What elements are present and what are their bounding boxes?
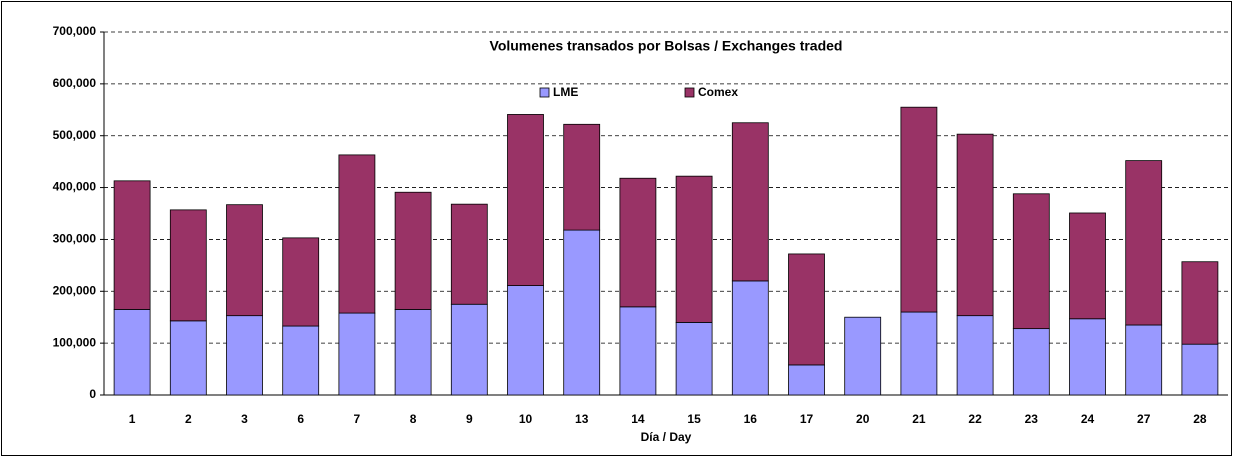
bar <box>226 204 263 317</box>
bar <box>169 209 207 322</box>
x-tick-label: 15 <box>687 412 701 426</box>
x-tick-label: 22 <box>968 412 982 426</box>
bar <box>282 325 320 396</box>
bar <box>1181 261 1219 345</box>
bar <box>731 122 769 282</box>
y-tick-label: 200,000 <box>53 283 97 297</box>
x-axis-label: Día / Day <box>641 430 692 444</box>
x-tick-label: 20 <box>856 412 870 426</box>
x-tick-label: 2 <box>185 412 192 426</box>
x-tick-label: 27 <box>1137 412 1151 426</box>
bar <box>731 280 769 396</box>
bar <box>788 253 825 366</box>
y-tick-label: 100,000 <box>53 335 97 349</box>
x-tick-label: 13 <box>575 412 589 426</box>
bar <box>394 191 432 310</box>
legend-label: LME <box>553 85 578 99</box>
bar <box>507 285 544 396</box>
x-tick-label: 16 <box>744 412 758 426</box>
x-tick-label: 1 <box>129 412 136 426</box>
x-tick-label: 28 <box>1193 412 1207 426</box>
bar <box>1012 193 1050 330</box>
y-tick-label: 500,000 <box>53 128 97 142</box>
bar <box>619 306 657 396</box>
x-tick-label: 10 <box>519 412 533 426</box>
bar <box>507 114 544 286</box>
bar <box>113 309 151 396</box>
bar <box>450 203 488 305</box>
bar <box>956 315 994 396</box>
x-tick-label: 23 <box>1025 412 1039 426</box>
bar <box>450 303 488 396</box>
bar <box>1012 328 1050 396</box>
x-tick-label: 8 <box>410 412 417 426</box>
x-tick-label: 17 <box>800 412 814 426</box>
y-tick-label: 0 <box>89 387 96 401</box>
x-tick-label: 7 <box>354 412 361 426</box>
bar <box>900 311 938 396</box>
x-tick-label: 9 <box>466 412 473 426</box>
bar <box>113 180 151 310</box>
bar <box>900 106 938 313</box>
bar <box>394 309 432 396</box>
bar <box>788 364 825 396</box>
x-tick-label: 21 <box>912 412 926 426</box>
x-tick-label: 3 <box>241 412 248 426</box>
bar <box>675 175 713 323</box>
legend-swatch <box>539 87 550 98</box>
x-tick-label: 14 <box>631 412 645 426</box>
bar <box>338 312 376 396</box>
bar <box>1181 343 1219 396</box>
y-tick-label: 600,000 <box>53 76 97 90</box>
x-tick-label: 6 <box>297 412 304 426</box>
bar <box>226 315 263 396</box>
bar <box>1069 212 1106 320</box>
y-tick-label: 400,000 <box>53 180 97 194</box>
bar <box>1125 324 1163 396</box>
bar <box>169 320 207 396</box>
bar <box>1125 160 1163 326</box>
legend-label: Comex <box>698 85 738 99</box>
bar <box>1069 318 1106 396</box>
bar <box>675 321 713 396</box>
legend-swatch <box>684 87 695 98</box>
bar <box>338 154 376 314</box>
bar <box>563 229 601 396</box>
x-tick-label: 24 <box>1081 412 1095 426</box>
y-tick-label: 300,000 <box>53 232 97 246</box>
y-tick-label: 700,000 <box>53 24 97 38</box>
bar <box>282 237 320 327</box>
bar <box>563 123 601 231</box>
chart-title: Volumenes transados por Bolsas / Exchang… <box>490 38 843 54</box>
bar <box>844 316 882 396</box>
bar <box>619 177 657 308</box>
bar <box>956 133 994 317</box>
